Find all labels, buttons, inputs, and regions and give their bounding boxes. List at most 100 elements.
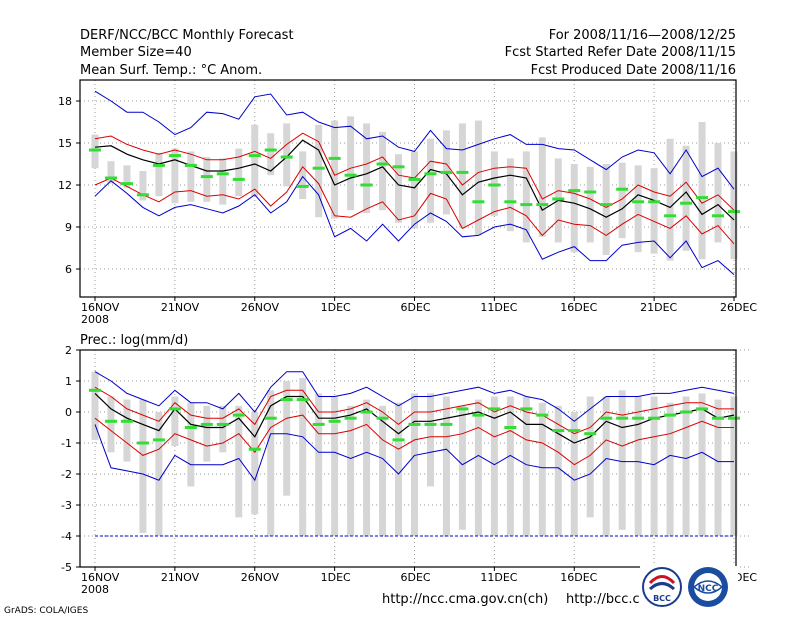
observed-mark	[568, 429, 581, 433]
ensemble-box	[203, 405, 211, 462]
observed-mark	[600, 203, 613, 207]
series-lower-envelope	[94, 424, 734, 482]
observed-mark	[440, 170, 453, 174]
ensemble-box	[586, 166, 594, 243]
observed-mark	[344, 416, 357, 420]
ensemble-box	[315, 124, 323, 218]
observed-mark	[408, 422, 421, 426]
ensemble-box	[363, 399, 371, 536]
header-start-date: Fcst Started Refer Date 2008/11/15	[505, 45, 736, 60]
temperature-panel: 6 9 12 15 18 16NOV 21NOV 26NOV 1DEC 6DEC 11DEC 16DE…	[58, 79, 757, 326]
ensemble-box	[347, 405, 355, 536]
series-lower-spread	[94, 414, 734, 466]
ensemble-box	[698, 122, 706, 260]
footer-url-ch[interactable]: http://ncc.cma.gov.cn(ch)	[382, 592, 548, 607]
footer-url-en[interactable]: http://bcc.c	[566, 592, 640, 607]
ensemble-box	[283, 381, 291, 496]
bcc-logo-text: BCC	[653, 594, 671, 603]
ensemble-box	[411, 151, 418, 229]
ensemble-box	[299, 151, 307, 199]
ensemble-box	[347, 116, 355, 211]
plot-frame	[79, 79, 737, 298]
observed-mark	[232, 177, 245, 181]
observed-mark	[728, 210, 740, 214]
x-tick-label: 26NOV	[241, 571, 280, 584]
observed-mark	[584, 432, 597, 436]
ensemble-box	[714, 399, 722, 536]
observed-mark	[168, 407, 181, 411]
ncc-logo: NCC	[688, 567, 728, 607]
x-tick-label: 26DEC	[720, 301, 757, 314]
ensemble-box	[442, 396, 450, 536]
series-mean	[94, 139, 735, 221]
series-mean	[94, 392, 735, 444]
observed-mark	[632, 416, 645, 420]
observed-mark	[280, 398, 293, 402]
observed-mark	[504, 200, 517, 204]
ensemble-box	[490, 396, 498, 536]
observed-mark	[584, 190, 597, 194]
observed-mark	[424, 422, 437, 426]
observed-mark	[264, 416, 277, 420]
ensemble-box	[602, 396, 610, 536]
ensemble-box	[395, 154, 403, 223]
grads-credit: GrADS: COLA/IGES	[4, 606, 88, 616]
ensemble-box	[155, 412, 163, 536]
ensemble-box	[730, 396, 738, 536]
ensemble-box	[363, 123, 371, 213]
y-tick-label: -3	[61, 499, 72, 512]
ensemble-box	[411, 393, 418, 536]
ensemble-box	[123, 165, 131, 188]
ensemble-box	[698, 393, 706, 536]
y-tick-label: 18	[58, 95, 72, 108]
ensemble-box	[538, 137, 546, 237]
x-year-label: 2008	[81, 583, 109, 596]
ensemble-box	[570, 412, 578, 536]
ensemble-box	[666, 402, 674, 536]
observed-mark	[184, 426, 197, 429]
y-tick-label: 1	[65, 375, 72, 388]
ensemble-box	[235, 405, 243, 518]
x-tick-label: 6DEC	[401, 301, 431, 314]
observed-mark	[472, 413, 485, 417]
ensemble-box	[554, 405, 562, 536]
observed-mark	[472, 200, 485, 204]
header-title: DERF/NCC/BCC Monthly Forecast	[80, 28, 294, 43]
observed-mark	[360, 183, 373, 187]
observed-mark	[360, 410, 373, 414]
header-variable: Mean Surf. Temp.: °C Anom.	[80, 63, 262, 78]
observed-mark	[712, 214, 725, 218]
ensemble-box	[139, 399, 147, 533]
observed-mark	[376, 162, 389, 166]
x-tick-label: 16NOV	[81, 571, 120, 584]
observed-mark	[536, 413, 549, 417]
ensemble-box	[171, 396, 179, 447]
observed-mark	[312, 166, 325, 170]
y-tick-label: 12	[58, 179, 72, 192]
ensemble-box	[187, 151, 195, 202]
observed-mark	[648, 416, 661, 420]
ensemble-box	[251, 412, 259, 515]
ensemble-box	[650, 168, 658, 254]
ensemble-box	[331, 120, 339, 219]
observed-mark	[152, 438, 165, 442]
observed-mark	[520, 407, 533, 411]
observed-mark	[328, 156, 341, 160]
observed-mark	[488, 183, 501, 187]
observed-mark	[248, 154, 261, 158]
ensemble-box	[315, 393, 323, 536]
ensemble-box	[714, 143, 722, 243]
ensemble-box	[171, 148, 179, 204]
observed-mark	[232, 413, 245, 417]
observed-mark	[392, 438, 405, 442]
observed-mark	[408, 177, 421, 181]
observed-mark	[264, 148, 277, 152]
ensemble-box	[426, 138, 434, 223]
series-upper-envelope	[94, 371, 735, 422]
observed-mark	[200, 422, 213, 426]
ensemble-box	[666, 138, 674, 261]
observed-mark	[440, 422, 453, 426]
observed-mark	[456, 170, 469, 174]
observed-mark	[136, 193, 149, 197]
